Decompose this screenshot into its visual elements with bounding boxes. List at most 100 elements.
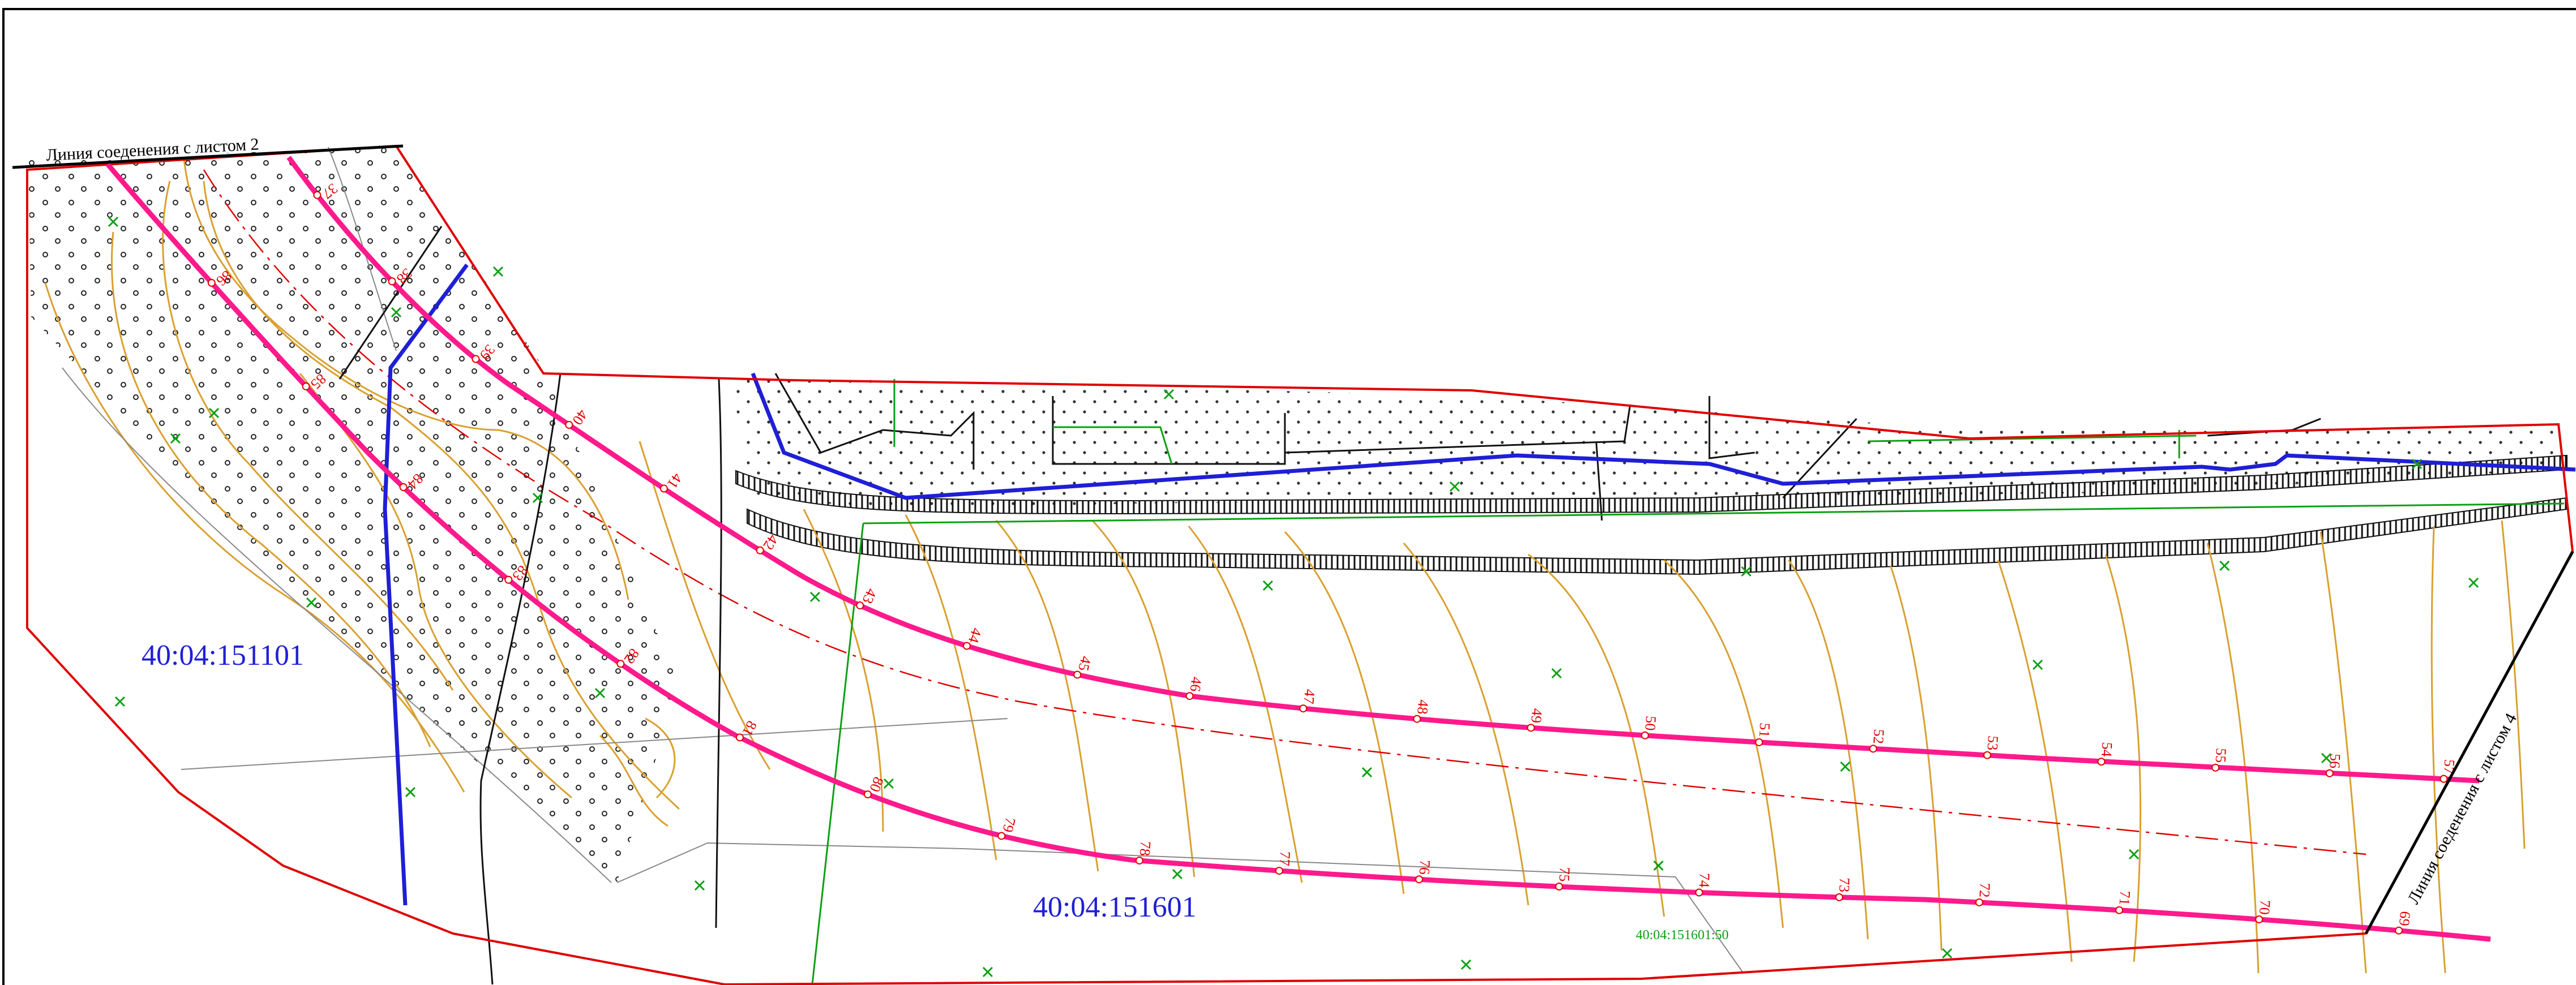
cadastral-lines: [338, 226, 2321, 985]
survey-cross: [405, 786, 416, 798]
picket-marker: [1869, 745, 1878, 753]
axis-lines: [203, 169, 2367, 855]
picket-label: 75: [1556, 867, 1573, 882]
survey-cross: [170, 433, 181, 444]
picket-label: 45: [1075, 655, 1094, 673]
picket-marker: [388, 277, 396, 286]
survey-cross: [1840, 761, 1851, 772]
picket-marker: [1975, 898, 1983, 906]
picket-marker: [2394, 926, 2403, 935]
parcel-label-center: 40:04:151601: [1033, 891, 1197, 923]
survey-cross: [1449, 481, 1460, 492]
picket-label: 48: [1414, 699, 1431, 715]
survey-cross: [2219, 560, 2230, 571]
picket-label: 74: [1696, 872, 1713, 888]
survey-cross: [1653, 860, 1664, 871]
picket-marker: [735, 733, 744, 742]
picket-marker: [207, 278, 216, 287]
survey-cross: [108, 216, 119, 227]
picket-marker: [2440, 775, 2448, 783]
parcel-label-left: 40:04:151101: [142, 639, 304, 672]
vegetation-area-right: [730, 376, 2558, 509]
survey-cross: [1551, 668, 1562, 679]
picket-marker: [1299, 704, 1308, 713]
sheet4-connection-label: Линия соеденения с листом 4: [2404, 710, 2521, 907]
picket-label: 73: [1836, 878, 1853, 893]
survey-cross: [391, 307, 402, 318]
picket-marker: [1073, 670, 1082, 679]
survey-cross: [1163, 389, 1175, 400]
picket-marker: [1135, 857, 1143, 865]
picket-label: 46: [1187, 676, 1205, 692]
picket-marker: [313, 191, 322, 199]
survey-cross: [1262, 580, 1274, 591]
survey-cross: [2321, 752, 2332, 764]
survey-cross: [208, 407, 220, 419]
picket-label: 72: [1976, 883, 1993, 898]
picket-marker: [997, 832, 1006, 840]
picket-label: 52: [1870, 729, 1887, 745]
picket-label: 78: [1137, 841, 1154, 857]
survey-cross: [492, 266, 504, 277]
pipeline-lower: [105, 162, 2491, 942]
survey-cross: [594, 687, 606, 699]
picket-label: 51: [1756, 722, 1773, 738]
picket-marker: [864, 790, 872, 799]
picket-marker: [2211, 763, 2220, 772]
survey-cross: [694, 880, 705, 891]
picket-marker: [2097, 758, 2106, 766]
picket-label: 69: [2396, 910, 2414, 926]
picket-marker: [1641, 731, 1649, 739]
picket-label: 55: [2212, 748, 2229, 763]
picket-marker: [302, 382, 310, 390]
picket-marker: [1527, 724, 1535, 732]
survey-cross: [306, 597, 317, 608]
survey-cross: [2411, 458, 2423, 470]
parcel-sublabel: 40:04:151601:50: [1636, 928, 1729, 943]
picket-marker: [1415, 875, 1424, 884]
picket-marker: [659, 484, 668, 493]
picket-marker: [1835, 893, 1844, 901]
survey-cross: [809, 591, 821, 603]
survey-cross: [1172, 868, 1183, 880]
picket-marker: [472, 355, 480, 363]
survey-cross: [1361, 767, 1373, 778]
picket-marker: [1413, 715, 1421, 723]
blue-boundary-lines: [383, 263, 2576, 906]
picket-label: 53: [1984, 735, 2001, 751]
picket-marker: [963, 642, 971, 650]
picket-marker: [565, 420, 573, 429]
picket-marker: [1185, 692, 1194, 700]
picket-label: 50: [1642, 716, 1660, 732]
survey-cross: [532, 492, 543, 504]
survey-cross: [1460, 959, 1472, 970]
vegetation-area-left: [28, 148, 679, 883]
picket-marker: [399, 483, 408, 492]
picket-marker: [1695, 888, 1703, 897]
contour-lines: [44, 158, 2526, 974]
survey-cross: [114, 696, 126, 707]
sheet2-connection-line: [12, 144, 404, 169]
survey-point-crosses: [108, 216, 2479, 978]
pipeline-upper: [286, 156, 2480, 784]
picket-label: 54: [2098, 742, 2115, 758]
picket-marker: [1755, 738, 1763, 746]
picket-marker: [2115, 906, 2123, 914]
survey-cross: [2032, 659, 2043, 670]
sheet-frame: [2, 8, 2576, 985]
picket-marker: [616, 660, 625, 668]
picket-label: 71: [2116, 890, 2134, 906]
picket-marker: [1275, 867, 1283, 875]
picket-marker: [756, 546, 764, 554]
picket-marker: [504, 575, 513, 584]
picket-marker: [1555, 883, 1563, 891]
picket-marker: [1983, 751, 1991, 759]
picket-marker: [856, 601, 864, 610]
picket-label: 47: [1300, 689, 1318, 705]
survey-cross: [1741, 566, 1752, 577]
survey-cross: [1941, 948, 1953, 959]
picket-label: 70: [2256, 900, 2274, 915]
survey-cross: [883, 778, 894, 789]
